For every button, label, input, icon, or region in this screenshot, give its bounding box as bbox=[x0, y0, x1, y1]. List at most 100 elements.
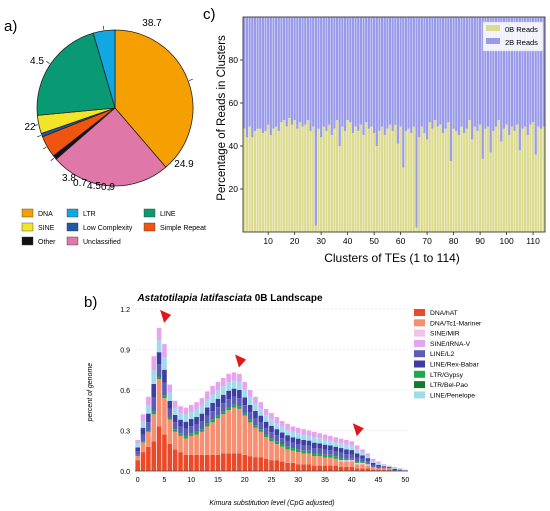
pie-value-label: 22 bbox=[24, 122, 36, 133]
bar-0b-reads bbox=[542, 126, 545, 232]
b-bar-segment bbox=[215, 398, 221, 408]
b-bar-segment bbox=[204, 399, 210, 408]
b-bar-segment bbox=[178, 452, 183, 471]
bar-0b-reads bbox=[269, 135, 272, 232]
c-y-tick-label: 60 bbox=[229, 98, 239, 108]
b-bar-segment bbox=[247, 412, 253, 420]
bar-2b-reads bbox=[251, 17, 254, 138]
legend-label: Unclassified bbox=[83, 239, 121, 246]
bar-0b-reads bbox=[404, 130, 408, 232]
bar-2b-reads bbox=[521, 17, 524, 129]
b-bar-segment bbox=[274, 429, 280, 436]
b-bar-segment bbox=[328, 457, 333, 466]
bar-2b-reads bbox=[301, 17, 304, 127]
b-bar-segment bbox=[295, 427, 301, 434]
b-bar-segment bbox=[328, 445, 333, 451]
b-bar-segment bbox=[204, 423, 210, 427]
b-bar-segment bbox=[231, 407, 237, 454]
bar-0b-reads bbox=[296, 128, 299, 232]
b-bar-segment bbox=[237, 398, 242, 407]
b-x-tick-label: 45 bbox=[375, 477, 383, 484]
pie-value-label: 38.7 bbox=[142, 18, 162, 29]
bar-2b-reads bbox=[309, 17, 312, 131]
b-legend-swatch bbox=[414, 329, 425, 337]
b-bar-segment bbox=[226, 382, 231, 391]
b-bar-segment bbox=[317, 433, 322, 439]
b-bar-segment bbox=[365, 460, 371, 463]
b-x-tick-label: 15 bbox=[214, 477, 222, 484]
c-x-tick-label: 30 bbox=[316, 236, 326, 246]
bar-0b-reads bbox=[518, 150, 521, 232]
bar-0b-reads bbox=[351, 133, 355, 232]
b-y-tick-label: 0.3 bbox=[120, 429, 130, 436]
bar-0b-reads bbox=[460, 126, 463, 232]
b-bar-segment bbox=[376, 469, 381, 471]
bar-2b-reads bbox=[423, 17, 426, 134]
bar-0b-reads bbox=[320, 137, 323, 232]
b-bar-segment bbox=[156, 340, 162, 353]
bar-2b-reads bbox=[335, 17, 339, 121]
b-bar-segment bbox=[376, 461, 381, 464]
bar-2b-reads bbox=[399, 17, 402, 127]
pie-value-label: 4.5 bbox=[30, 56, 44, 67]
b-bar-segment bbox=[194, 409, 199, 417]
b-bar-segment bbox=[354, 468, 360, 471]
b-bar-segment bbox=[365, 462, 371, 465]
b-bar-segment bbox=[178, 426, 183, 434]
bar-2b-reads bbox=[418, 17, 421, 138]
b-bar-segment bbox=[242, 389, 248, 398]
b-legend-label: DNA/Tc1-Mariner bbox=[430, 320, 482, 327]
b-bar-segment bbox=[338, 443, 344, 449]
bar-0b-reads bbox=[505, 124, 508, 232]
bar-0b-reads bbox=[489, 152, 492, 232]
b-bar-segment bbox=[135, 454, 140, 457]
c-y-tick-label: 80 bbox=[229, 55, 239, 65]
b-bar-segment bbox=[237, 408, 242, 454]
b-bar-segment bbox=[172, 407, 178, 415]
bar-0b-reads bbox=[449, 161, 453, 232]
bar-2b-reads bbox=[478, 17, 482, 125]
b-bar-segment bbox=[290, 431, 296, 438]
bar-2b-reads bbox=[362, 17, 365, 136]
bar-0b-reads bbox=[420, 126, 423, 232]
bar-0b-reads bbox=[261, 133, 264, 232]
b-bar-segment bbox=[194, 417, 199, 425]
bar-2b-reads bbox=[282, 17, 286, 121]
b-bar-segment bbox=[312, 456, 317, 466]
pie-label-tick bbox=[42, 146, 47, 150]
b-bar-segment bbox=[360, 455, 365, 459]
b-bar-segment bbox=[381, 465, 387, 467]
b-bar-segment bbox=[274, 417, 280, 424]
bar-2b-reads bbox=[357, 17, 360, 131]
bar-0b-reads bbox=[280, 122, 283, 232]
b-bar-segment bbox=[146, 413, 151, 423]
bar-0b-reads bbox=[375, 146, 378, 232]
bar-2b-reads bbox=[306, 17, 310, 121]
b-bar-segment bbox=[135, 460, 140, 471]
b-bar-segment bbox=[210, 422, 215, 455]
bar-2b-reads bbox=[386, 17, 389, 129]
b-bar-segment bbox=[226, 390, 231, 400]
bar-2b-reads bbox=[484, 17, 487, 129]
b-bar-segment bbox=[183, 428, 189, 436]
b-bar-segment bbox=[360, 452, 365, 456]
legend-label: LINE bbox=[160, 211, 176, 218]
b-bar-segment bbox=[162, 434, 167, 471]
b-bar-segment bbox=[295, 464, 301, 471]
bar-2b-reads bbox=[314, 17, 317, 226]
b-bar-segment bbox=[349, 466, 355, 471]
b-bar-segment bbox=[344, 466, 349, 471]
b-bar-segment bbox=[333, 446, 339, 452]
b-bar-segment bbox=[215, 415, 221, 419]
b-bar-segment bbox=[344, 458, 349, 461]
b-bar-segment bbox=[156, 364, 162, 377]
c-x-tick-label: 70 bbox=[422, 236, 432, 246]
bar-0b-reads bbox=[476, 130, 479, 232]
b-bar-segment bbox=[167, 444, 173, 471]
bar-2b-reads bbox=[428, 17, 431, 123]
bar-0b-reads bbox=[259, 128, 262, 232]
b-x-tick-label: 25 bbox=[268, 477, 276, 484]
bar-0b-reads bbox=[447, 122, 450, 232]
bar-0b-reads bbox=[510, 126, 513, 232]
b-bar-segment bbox=[376, 466, 381, 469]
